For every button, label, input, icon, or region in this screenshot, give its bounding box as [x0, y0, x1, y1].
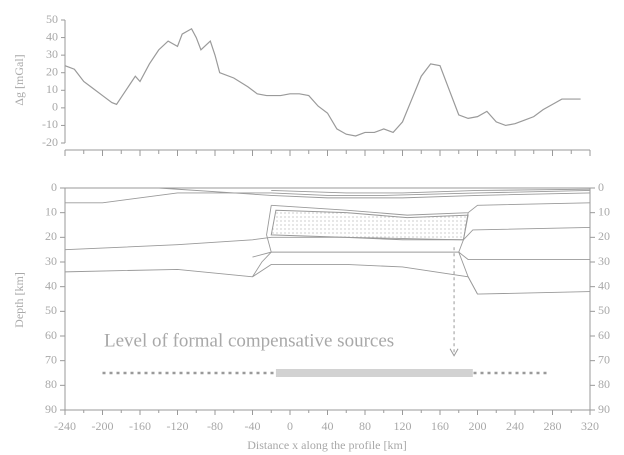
x-tick-label: 80 [359, 419, 371, 433]
y-tick-label: 70 [45, 352, 57, 366]
y-tick-label: 60 [45, 328, 57, 342]
y-tick-label-right: 30 [598, 254, 610, 268]
y-tick-label-right: 40 [598, 278, 610, 292]
y-tick-label-right: 0 [598, 180, 604, 194]
y-tick-label: 0 [51, 180, 57, 194]
figure: Δg [mGal] Depth [km] Distance x along th… [0, 0, 624, 455]
y-axis-label: Δg [mGal] [12, 54, 26, 105]
y-tick-label-right: 50 [598, 303, 610, 317]
y-tick-label: 30 [46, 47, 58, 61]
y-tick-label-right: 80 [598, 377, 610, 391]
y-tick-label-right: 70 [598, 352, 610, 366]
y-tick-label: 40 [46, 29, 58, 43]
x-tick-label: -240 [54, 419, 76, 433]
x-tick-label: 160 [431, 419, 449, 433]
x-tick-label: 240 [506, 419, 524, 433]
x-tick-label: 40 [322, 419, 334, 433]
y-tick-label: 0 [52, 100, 58, 114]
annotation: Level of formal compensative sources [104, 330, 394, 351]
layer-boundary [65, 264, 590, 294]
x-tick-label: 280 [544, 419, 562, 433]
y-tick-label: 20 [45, 229, 57, 243]
y-tick-label: 50 [46, 12, 58, 26]
y-tick-label-right: 60 [598, 328, 610, 342]
x-tick-label: -120 [167, 419, 189, 433]
source-bar [276, 369, 473, 377]
gravity-curve [65, 29, 581, 136]
y-tick-label: 50 [45, 303, 57, 317]
dotted-body [271, 210, 468, 240]
y-tick-label: -20 [42, 135, 58, 149]
y-tick-label: 20 [46, 64, 58, 78]
x-tick-label: -80 [207, 419, 223, 433]
y-tick-label-right: 10 [598, 204, 610, 218]
y-tick-label: 80 [45, 377, 57, 391]
x-tick-label: 200 [469, 419, 487, 433]
x-axis-label: Distance x along the profile [km] [247, 438, 407, 452]
x-tick-label: 320 [581, 419, 599, 433]
x-tick-label: 120 [394, 419, 412, 433]
y-tick-label: -10 [42, 117, 58, 131]
y-tick-label-right: 20 [598, 229, 610, 243]
x-tick-label: -160 [129, 419, 151, 433]
y-tick-label: 10 [46, 82, 58, 96]
y-tick-label: 90 [45, 402, 57, 416]
y-tick-label: 10 [45, 204, 57, 218]
y-tick-label: 40 [45, 278, 57, 292]
y-tick-label: 30 [45, 254, 57, 268]
layer-boundary [253, 252, 591, 259]
x-tick-label: -200 [92, 419, 114, 433]
y-axis-label: Depth [km] [12, 272, 26, 328]
y-tick-label-right: 90 [598, 402, 610, 416]
x-tick-label: 0 [287, 419, 293, 433]
x-tick-label: -40 [245, 419, 261, 433]
